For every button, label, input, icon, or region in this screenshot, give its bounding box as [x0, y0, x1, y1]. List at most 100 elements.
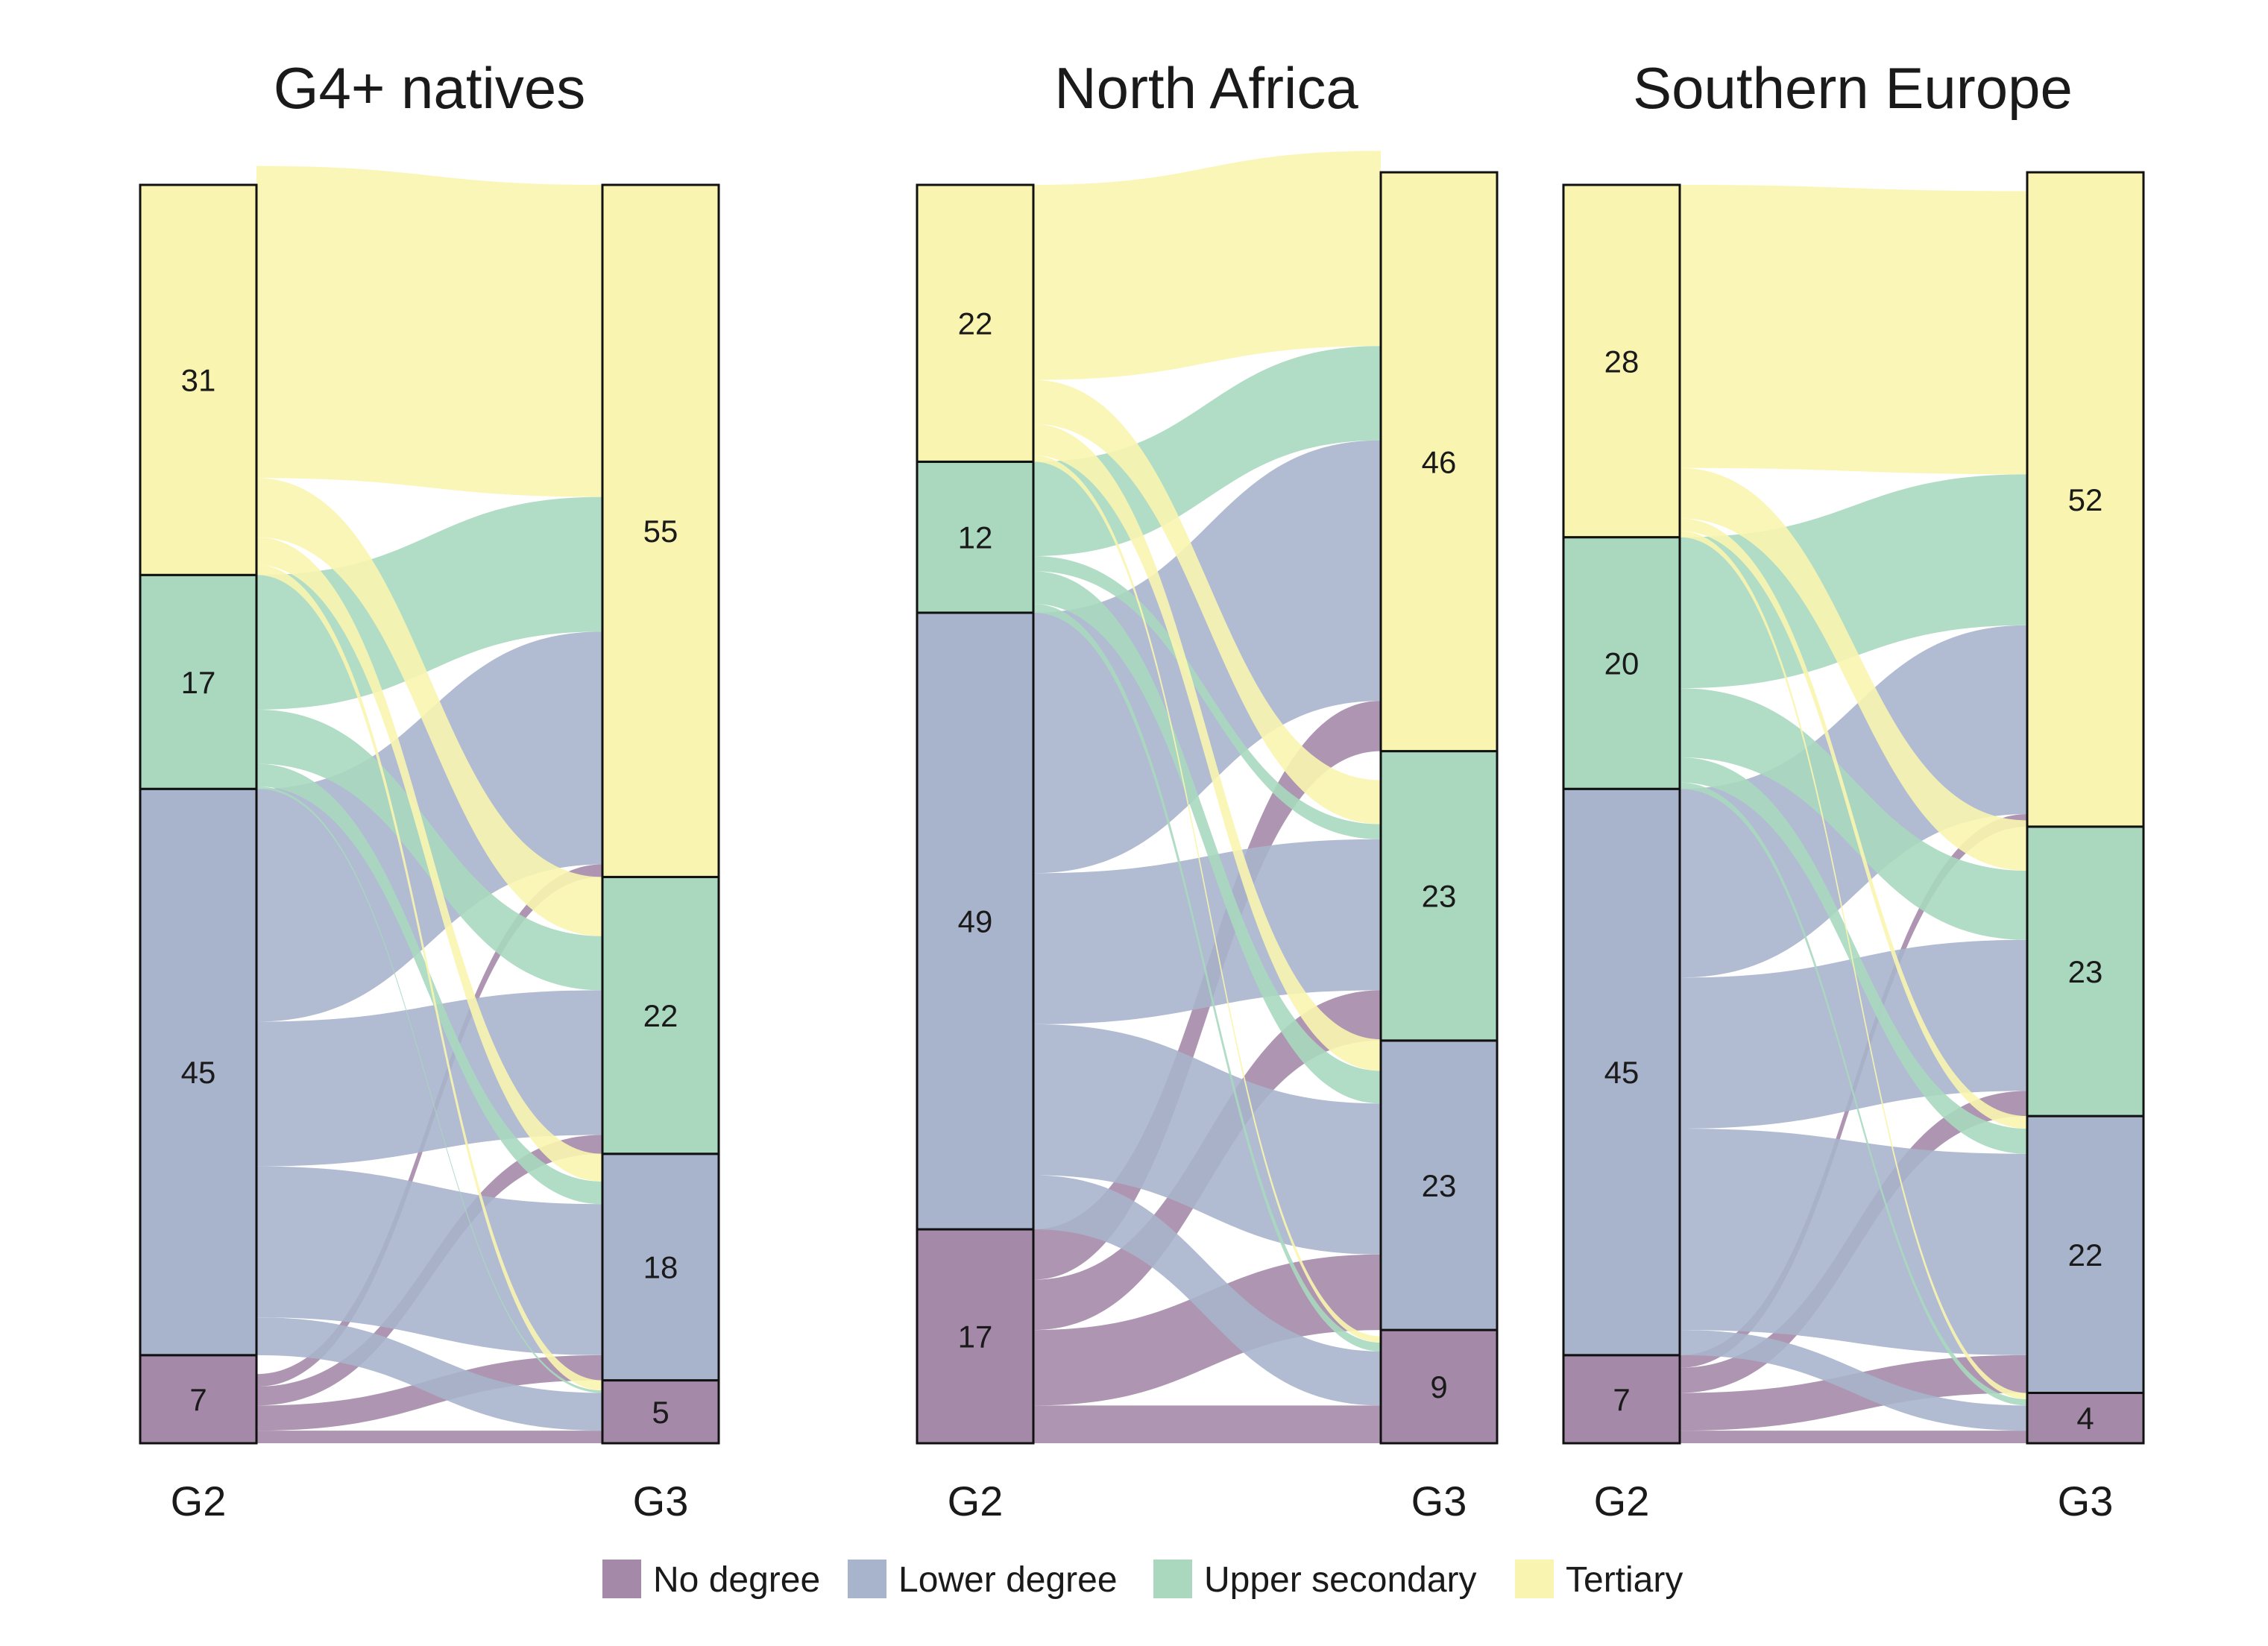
flow-tertiary-to-lower-degree — [256, 537, 602, 1182]
flow-tertiary-to-tertiary — [1680, 185, 2027, 475]
bar-g3: 9 23 23 46 — [1379, 171, 1499, 1445]
g2-segment-upper-secondary — [916, 460, 1035, 614]
flow-upper-secondary-to-lower-degree — [256, 763, 602, 1205]
legend-item-lower-degree: Lower degree — [848, 1560, 1118, 1600]
flow-upper-secondary-to-no-degree — [256, 786, 602, 1393]
flow-tertiary-to-no-degree — [1680, 531, 2027, 1399]
g3-value-label-tertiary: 55 — [643, 514, 678, 549]
flow-tertiary-to-lower-degree — [1033, 423, 1381, 1071]
g3-value-label-lower-degree: 22 — [2068, 1237, 2103, 1273]
flow-lower-degree-to-no-degree — [256, 1317, 602, 1431]
legend-swatch-lower-degree — [848, 1560, 886, 1598]
flow-tertiary-to-upper-secondary — [1033, 379, 1381, 824]
panel-title: Southern Europe — [1633, 55, 2073, 121]
g3-segment-no-degree — [1379, 1328, 1499, 1445]
g3-segment-lower-degree — [2026, 1114, 2145, 1394]
flow-no-degree-to-no-degree — [1033, 1405, 1381, 1443]
flow-upper-secondary-to-upper-secondary — [1033, 555, 1381, 839]
g2-value-label-tertiary: 28 — [1604, 344, 1639, 379]
flow-upper-secondary-to-lower-degree — [1680, 757, 2027, 1154]
flows — [1680, 185, 2027, 1443]
bar-g2: 7 45 20 28 — [1562, 183, 1681, 1445]
g2-value-label-lower-degree: 45 — [1604, 1055, 1639, 1090]
legend: No degree Lower degree Upper secondary Tert… — [602, 1560, 1683, 1600]
g2-segment-upper-secondary — [139, 573, 258, 790]
flow-lower-degree-to-lower-degree — [1033, 1024, 1381, 1255]
flow-no-degree-to-lower-degree — [1033, 1254, 1381, 1406]
flow-lower-degree-to-no-degree — [1680, 1330, 2027, 1431]
legend-label: Tertiary — [1566, 1560, 1683, 1600]
flow-no-degree-to-no-degree — [256, 1431, 602, 1443]
g3-value-label-tertiary: 46 — [1422, 444, 1457, 479]
g2-segment-no-degree — [916, 1228, 1035, 1445]
flow-lower-degree-to-tertiary — [1033, 440, 1381, 874]
legend-swatch-tertiary — [1515, 1560, 1554, 1598]
g2-segment-tertiary — [1562, 183, 1681, 539]
legend-label: No degree — [653, 1560, 820, 1600]
panel-southern-europe: 7 45 20 28 4 22 23 52 Southern Europe G2 G3 — [1562, 55, 2145, 1524]
legend-label: Lower degree — [898, 1560, 1118, 1600]
g2-value-label-lower-degree: 49 — [958, 904, 993, 939]
flow-upper-secondary-to-lower-degree — [1033, 571, 1381, 1104]
g3-segment-tertiary — [2026, 171, 2145, 828]
g2-value-label-upper-secondary: 12 — [958, 520, 993, 555]
axis-label-g2: G2 — [1594, 1478, 1650, 1524]
axis-label-g2: G2 — [171, 1478, 227, 1524]
g2-value-label-no-degree: 17 — [958, 1319, 993, 1355]
legend-item-upper-secondary: Upper secondary — [1153, 1560, 1477, 1600]
g2-value-label-lower-degree: 45 — [181, 1055, 216, 1090]
bar-g3: 4 22 23 52 — [2026, 171, 2145, 1445]
flow-tertiary-to-upper-secondary — [1680, 467, 2027, 871]
flows — [1033, 151, 1381, 1443]
flow-tertiary-to-no-degree — [1033, 455, 1381, 1343]
flow-lower-degree-to-upper-secondary — [256, 990, 602, 1167]
axis-label-g2: G2 — [948, 1478, 1004, 1524]
panel-title: North Africa — [1054, 55, 1358, 121]
flow-tertiary-to-upper-secondary — [256, 478, 602, 936]
flow-lower-degree-to-lower-degree — [1680, 1129, 2027, 1355]
flow-lower-degree-to-lower-degree — [256, 1166, 602, 1355]
flow-upper-secondary-to-no-degree — [1680, 782, 2027, 1406]
panel-g4-natives: 7 45 17 31 5 18 22 55 G4+ natives G2 G3 — [139, 55, 720, 1524]
flow-no-degree-to-no-degree — [1680, 1431, 2027, 1443]
flow-tertiary-to-lower-degree — [1680, 518, 2027, 1129]
legend-label: Upper secondary — [1204, 1560, 1477, 1600]
legend-item-no-degree: No degree — [602, 1560, 820, 1600]
flow-upper-secondary-to-tertiary — [1680, 474, 2027, 689]
g3-segment-upper-secondary — [2026, 825, 2145, 1117]
g3-value-label-upper-secondary: 23 — [2068, 954, 2103, 989]
axis-label-g3: G3 — [633, 1478, 689, 1524]
flow-upper-secondary-to-upper-secondary — [1680, 688, 2027, 940]
g2-segment-lower-degree — [916, 611, 1035, 1231]
flow-tertiary-to-no-degree — [256, 564, 602, 1391]
legend-item-tertiary: Tertiary — [1515, 1560, 1683, 1600]
g3-value-label-no-degree: 5 — [652, 1395, 669, 1430]
flow-tertiary-to-tertiary — [1033, 151, 1381, 380]
axis-label-g3: G3 — [1411, 1478, 1467, 1524]
flows — [256, 165, 602, 1443]
bar-g3: 5 18 22 55 — [601, 183, 720, 1445]
panel-title: G4+ natives — [274, 55, 585, 121]
flow-lower-degree-to-upper-secondary — [1680, 939, 2027, 1129]
g3-segment-tertiary — [1379, 171, 1499, 753]
panel-north-africa: 17 49 12 22 9 23 23 46 North Africa G2 G3 — [916, 55, 1499, 1524]
g2-value-label-no-degree: 7 — [1613, 1382, 1630, 1417]
flow-tertiary-to-tertiary — [256, 165, 602, 497]
g3-value-label-no-degree: 9 — [1430, 1369, 1447, 1404]
legend-swatch-no-degree — [602, 1560, 641, 1598]
g3-segment-upper-secondary — [601, 875, 720, 1155]
g3-segment-lower-degree — [1379, 1039, 1499, 1331]
g3-segment-no-degree — [601, 1379, 720, 1445]
g3-value-label-upper-secondary: 23 — [1422, 879, 1457, 914]
flow-lower-degree-to-no-degree — [1033, 1175, 1381, 1406]
g3-value-label-tertiary: 52 — [2068, 482, 2103, 517]
g2-segment-lower-degree — [139, 787, 258, 1357]
g2-value-label-tertiary: 22 — [958, 306, 993, 341]
g3-value-label-lower-degree: 23 — [1422, 1168, 1457, 1203]
axis-label-g3: G3 — [2058, 1478, 2114, 1524]
g2-value-label-upper-secondary: 17 — [181, 665, 216, 700]
g2-segment-lower-degree — [1562, 787, 1681, 1357]
bar-g2: 17 49 12 22 — [916, 183, 1035, 1445]
g2-segment-tertiary — [139, 183, 258, 576]
